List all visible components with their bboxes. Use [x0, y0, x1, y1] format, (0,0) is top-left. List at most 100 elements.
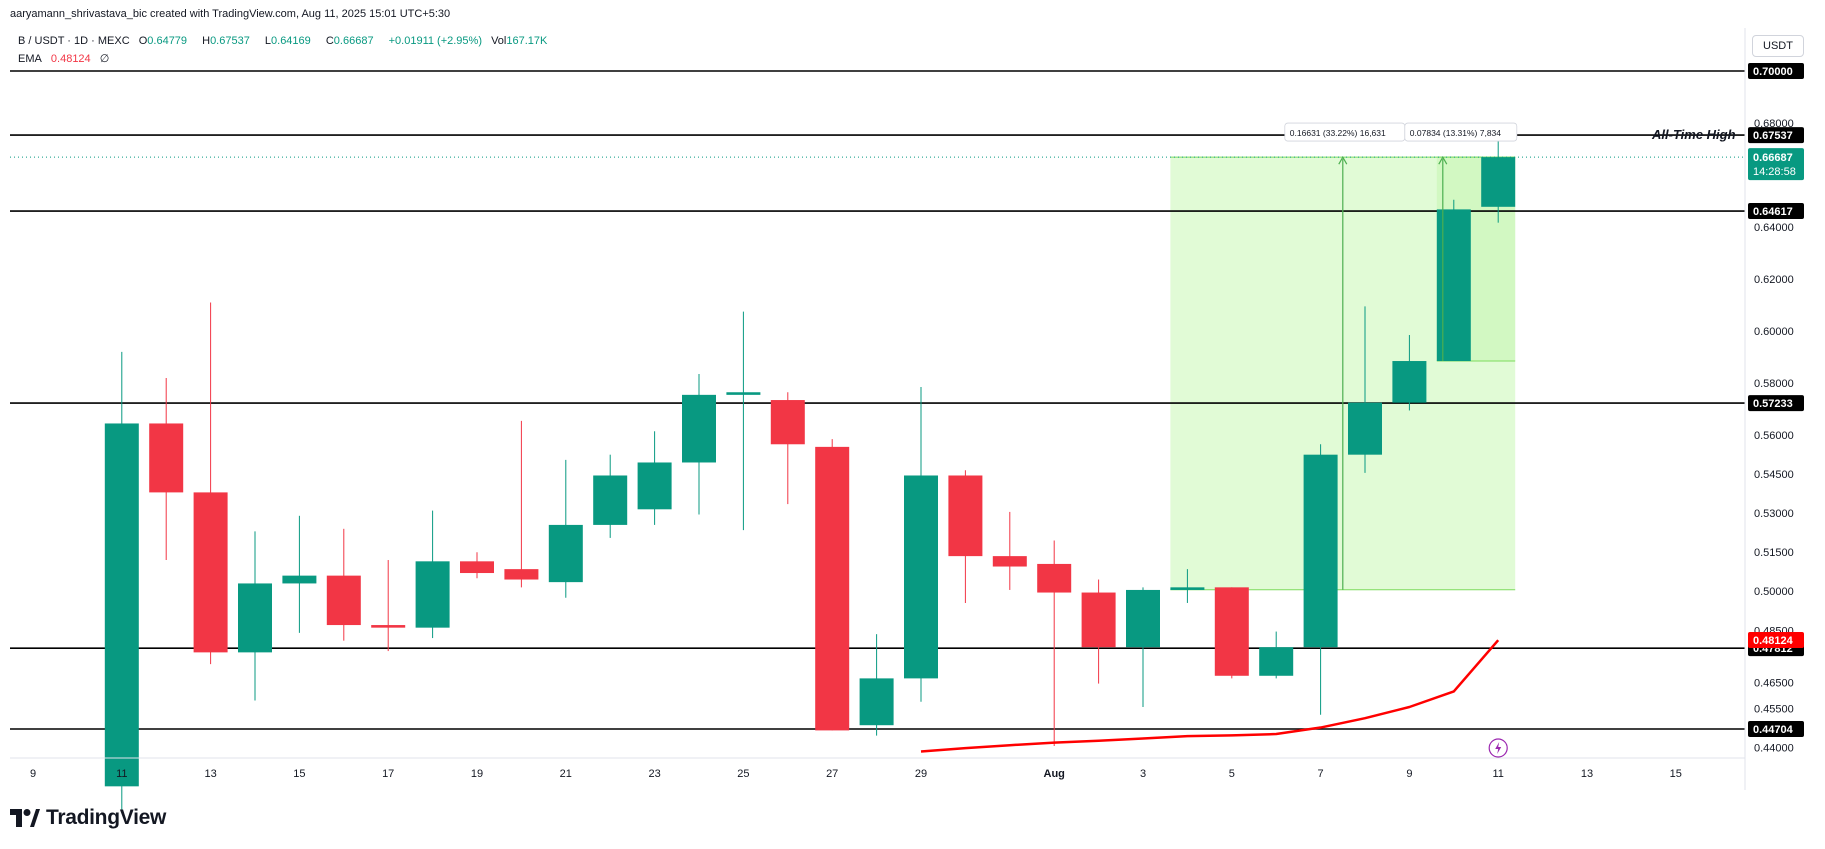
candle-body — [149, 423, 184, 493]
level-price-tag-text: 0.67537 — [1753, 130, 1793, 142]
measure-label-text: 0.16631 (33.22%) 16,631 — [1290, 128, 1386, 138]
candle-body — [1081, 592, 1116, 648]
close-value: 0.66687 — [333, 35, 374, 47]
candle — [282, 515, 317, 633]
tradingview-logo-icon — [10, 809, 40, 827]
candle-body — [1303, 454, 1338, 648]
candle — [682, 374, 716, 515]
candle-body — [1436, 209, 1471, 362]
countdown-value: 14:28:58 — [1753, 166, 1796, 178]
candle-body — [815, 446, 850, 731]
time-axis-label: 13 — [204, 768, 216, 780]
candle — [149, 377, 184, 561]
candle — [992, 511, 1027, 590]
price-axis-label: 0.44000 — [1754, 742, 1794, 754]
close-label: C — [325, 35, 334, 47]
level-price-tag: 0.57233 — [1748, 395, 1804, 412]
candle — [104, 351, 139, 813]
ema-line — [920, 639, 1500, 753]
candle-body — [193, 492, 228, 653]
indicator-line[interactable]: EMA 0.48124 ∅ — [18, 52, 115, 65]
open-value: 0.64779 — [147, 35, 188, 47]
time-axis-label: 25 — [737, 768, 749, 780]
lightning-bolt — [1495, 742, 1502, 754]
measure-arrowhead — [1438, 155, 1448, 165]
chart-credit: aaryamann_shrivastava_bic created with T… — [10, 8, 451, 20]
low-value: 0.64169 — [271, 35, 311, 47]
candle — [1303, 444, 1338, 715]
ema-price-tag-box — [1748, 632, 1804, 649]
candle — [1348, 306, 1382, 473]
candle-body — [1259, 647, 1294, 676]
current-price-tag: 0.66687 14:28:58 — [1748, 148, 1804, 181]
price-axis-label: 0.50000 — [1754, 586, 1794, 598]
candle — [1436, 199, 1471, 362]
volume-value: 167.17K — [506, 35, 548, 47]
level-price-tag-box — [1748, 63, 1804, 79]
candle-body — [1214, 587, 1249, 676]
candle — [1214, 587, 1249, 679]
candle-body — [238, 583, 272, 653]
time-axis-label: Aug — [1044, 768, 1065, 780]
ema-value: 0.48124 — [50, 53, 91, 65]
tradingview-logo[interactable]: TradingView — [10, 806, 166, 830]
candle — [460, 552, 494, 579]
candle — [1481, 135, 1516, 223]
candle-body — [1037, 563, 1072, 593]
candle — [1259, 631, 1294, 679]
price-axis-label: 0.56000 — [1754, 430, 1794, 442]
level-price-tag-box — [1748, 721, 1804, 737]
level-price-tag: 0.70000 — [1748, 63, 1804, 79]
time-axis-label: 29 — [915, 768, 927, 780]
candle — [238, 531, 272, 701]
measure-label-box — [1404, 122, 1518, 142]
level-price-tag-text: 0.57233 — [1753, 398, 1793, 410]
time-axis-label: 15 — [1670, 768, 1682, 780]
ema-extra: ∅ — [99, 53, 110, 65]
current-price-tag-box — [1748, 148, 1804, 181]
candle — [726, 311, 761, 531]
measure-arrowhead — [1338, 155, 1348, 165]
candle — [371, 560, 406, 652]
price-axis-label: 0.68000 — [1754, 118, 1794, 130]
candle — [1037, 540, 1072, 747]
price-axis-label: 0.53000 — [1754, 508, 1794, 520]
candle — [770, 392, 805, 505]
candle-body — [682, 394, 716, 463]
brand-name: TradingView — [46, 806, 167, 829]
measure-label-text: 0.07834 (13.31%) 7,834 — [1410, 128, 1501, 138]
ema-price-tag: 0.48124 — [1748, 632, 1804, 649]
candle — [859, 634, 894, 736]
low-label: L — [264, 35, 272, 47]
level-price-tag: 0.44704 — [1748, 721, 1804, 737]
candle-body — [904, 475, 938, 679]
price-axis-label: 0.60000 — [1754, 326, 1794, 338]
candle-body — [1170, 587, 1205, 590]
symbol-info-line: B / USDT · 1D · MEXC O0.64779 H0.67537 L… — [18, 35, 559, 47]
high-label: H — [202, 35, 211, 47]
time-axis-label: 13 — [1581, 768, 1593, 780]
level-price-tag-text: 0.44704 — [1753, 724, 1794, 736]
candle — [415, 510, 450, 639]
candle-body — [726, 392, 761, 395]
symbol-label[interactable]: B / USDT · 1D · MEXC — [18, 35, 130, 47]
currency-button[interactable]: USDT — [1752, 35, 1804, 57]
candle-body — [593, 475, 628, 525]
price-axis-label: 0.64000 — [1754, 222, 1794, 234]
candle — [904, 387, 938, 702]
time-axis-label: 27 — [826, 768, 838, 780]
price-axis-label: 0.46500 — [1754, 677, 1794, 689]
time-axis-label: 7 — [1318, 768, 1324, 780]
level-annotation: All-Time High — [1651, 127, 1736, 142]
candle — [193, 302, 228, 665]
candle-body — [415, 561, 450, 628]
time-axis-label: 11 — [1492, 768, 1503, 780]
candle-body — [1126, 589, 1160, 648]
price-axis-label: 0.62000 — [1754, 274, 1794, 286]
time-axis-label: 9 — [1406, 768, 1412, 780]
time-axis-label: 23 — [648, 768, 660, 780]
candle — [504, 420, 539, 588]
ema-label: EMA — [18, 53, 42, 65]
price-axis-label: 0.51500 — [1754, 547, 1794, 559]
